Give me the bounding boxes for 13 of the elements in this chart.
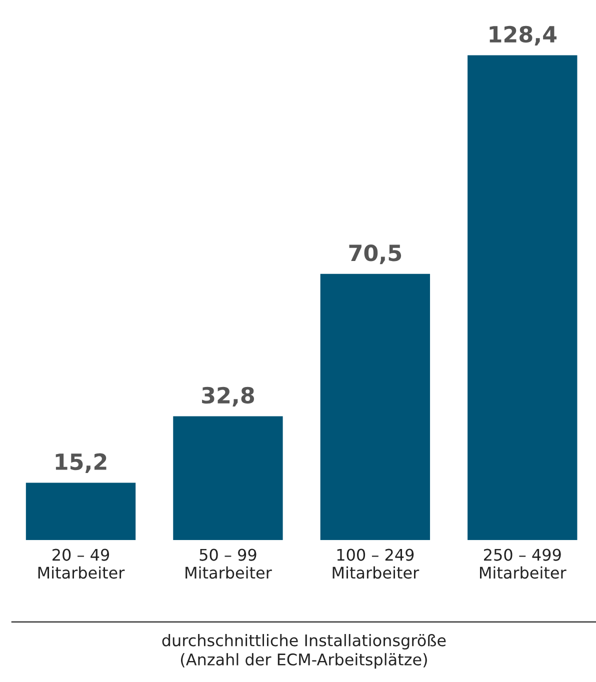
- data-label: 32,8: [202, 386, 254, 406]
- bar: [173, 416, 283, 540]
- x-axis-title: durchschnittliche Installationsgröße (Anzahl der ECM-Arbeitsplätze): [162, 634, 446, 669]
- x-tick-label: 50 – 99 Mitarbeiter: [186, 548, 272, 579]
- data-label: 15,2: [56, 453, 106, 473]
- x-tick-label: 100 – 249 Mitarbeiter: [332, 548, 420, 579]
- data-label: 70,5: [349, 244, 402, 264]
- bar: [320, 274, 430, 540]
- data-label: 128,4: [490, 26, 557, 46]
- bar: [468, 55, 578, 540]
- x-tick-label: 20 – 49 Mitarbeiter: [38, 548, 125, 579]
- bar: [26, 482, 136, 540]
- x-tick-label: 250 – 499 Mitarbeiter: [480, 548, 566, 579]
